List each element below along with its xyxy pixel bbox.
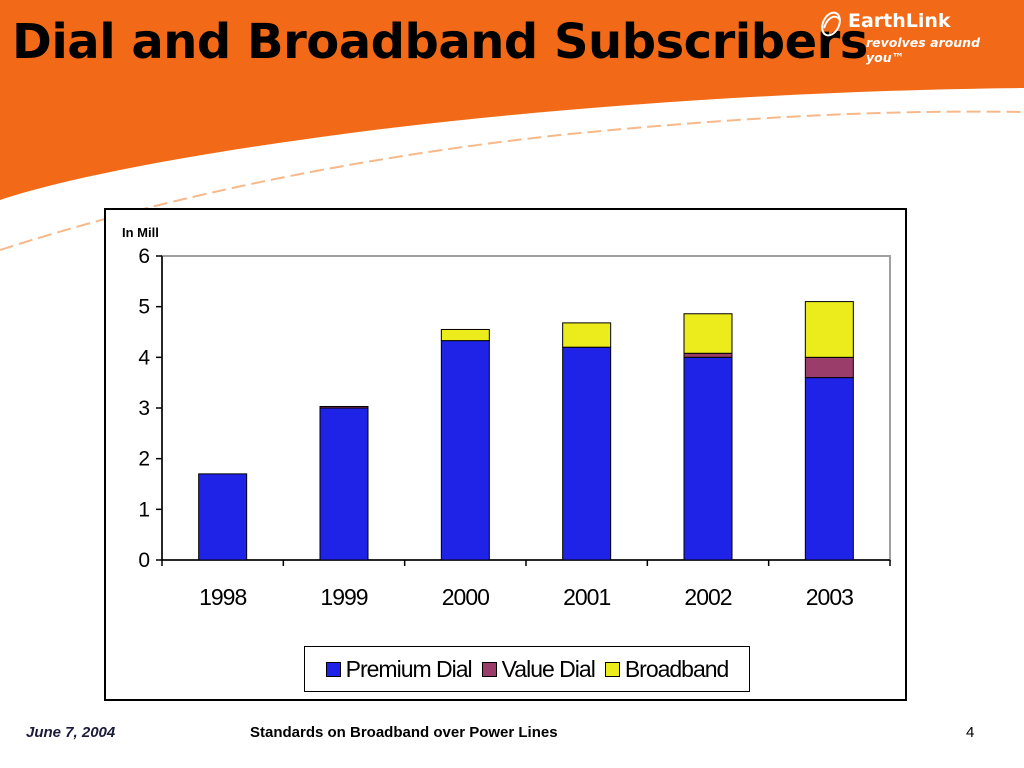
legend-swatch <box>325 661 341 677</box>
y-tick-label: 2 <box>138 448 150 471</box>
logo-tagline: revolves around you™ <box>866 35 981 65</box>
legend-label: Value Dial <box>501 655 596 682</box>
bar-2003-broadband <box>804 301 854 358</box>
page-number: 4 <box>966 724 975 741</box>
earthlink-logo: EarthLink revolves around you™ <box>818 8 1014 65</box>
footer-date: June 7, 2004 <box>26 724 116 741</box>
y-tick-label: 4 <box>138 346 150 369</box>
y-tick-label: 1 <box>138 498 150 521</box>
bar-2002-value-dial <box>683 352 733 358</box>
x-tick-label: 2003 <box>806 584 853 610</box>
footer-title: Standards on Broadband over Power Lines <box>250 724 558 741</box>
bar-2002-broadband <box>683 313 733 354</box>
y-tick-label: 0 <box>138 549 150 572</box>
legend-label: Premium Dial <box>345 655 473 682</box>
x-tick-label: 2001 <box>563 584 610 610</box>
y-tick-label: 3 <box>138 397 150 420</box>
legend-swatch <box>604 661 620 677</box>
bar-1999-premium-dial <box>319 407 369 561</box>
chart-frame: In Mill 0 1 2 3 4 5 6 1998 1999 2000 2001 2002 2003 P… <box>104 208 907 701</box>
y-unit-label: In Mill <box>122 225 159 240</box>
slide-title: Dial and Broadband Subscribers <box>12 14 868 70</box>
bar-2001-broadband <box>562 322 612 348</box>
chart-legend: Premium Dial Value Dial Broadband <box>304 646 750 692</box>
legend-item: Premium Dial <box>325 655 473 683</box>
bar-2001-premium-dial <box>562 346 612 561</box>
bar-2002-premium-dial <box>683 356 733 561</box>
x-tick-label: 2000 <box>442 584 489 610</box>
plot-area <box>161 255 891 561</box>
earthlink-swirl-icon <box>821 11 841 37</box>
y-tick-label: 6 <box>138 245 150 268</box>
x-tick-label: 1999 <box>320 584 367 610</box>
legend-swatch <box>481 661 497 677</box>
bar-1999-value-dial <box>319 405 369 409</box>
bar-2003-value-dial <box>804 356 854 379</box>
bar-1998-premium-dial <box>198 473 248 561</box>
chart: In Mill 0 1 2 3 4 5 6 1998 1999 2000 2001 2002 2003 <box>122 225 891 610</box>
bar-2000-broadband <box>440 328 490 342</box>
legend-item: Broadband <box>604 655 730 683</box>
bar-2003-premium-dial <box>804 377 854 561</box>
legend-item: Value Dial <box>481 655 596 683</box>
x-tick-label: 2002 <box>684 584 731 610</box>
y-tick-label: 5 <box>138 296 150 319</box>
logo-name: EarthLink <box>848 10 951 32</box>
legend-label: Broadband <box>624 655 730 682</box>
bar-2000-premium-dial <box>440 340 490 561</box>
slide-title-text: Dial and Broadband Subscribers <box>12 14 868 70</box>
x-tick-label: 1998 <box>199 584 246 610</box>
